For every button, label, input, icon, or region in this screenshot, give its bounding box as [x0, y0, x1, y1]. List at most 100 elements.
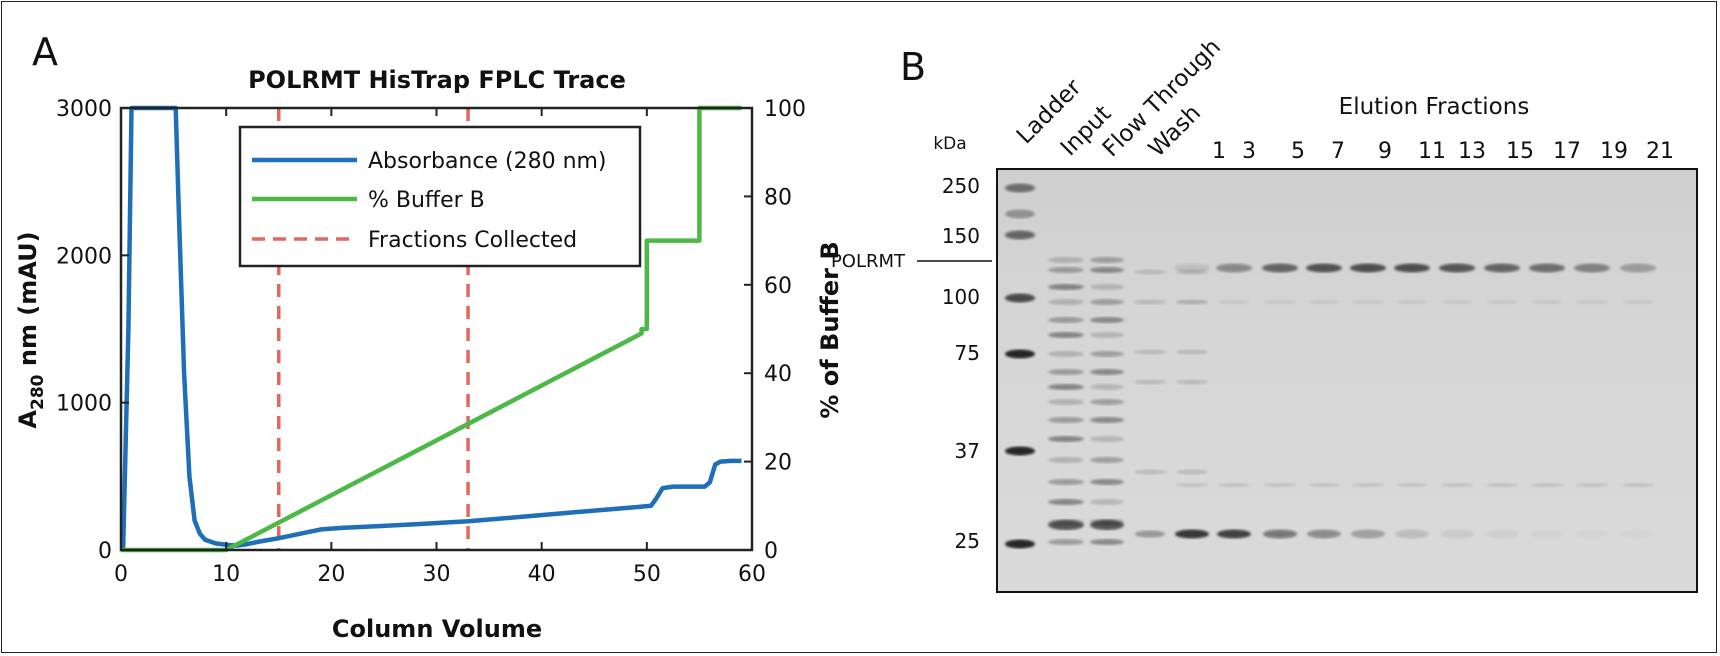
fraction-number-label: 17 — [1553, 139, 1581, 164]
minor-band — [1176, 483, 1208, 487]
input-lane-band — [1048, 457, 1084, 463]
y2-tick-label: 60 — [764, 274, 792, 299]
polrmt-elution-band — [1529, 263, 1565, 273]
legend-label-absorbance: Absorbance (280 nm) — [368, 149, 607, 174]
wash-lane-band — [1134, 269, 1166, 275]
minor-band — [1486, 483, 1518, 487]
marker-label-150: 150 — [942, 224, 980, 248]
wash-lane-band — [1135, 530, 1165, 538]
minor-band — [1576, 483, 1608, 487]
flowthrough-lane-band — [1090, 317, 1124, 323]
elution-fractions-header: Elution Fractions — [1339, 94, 1530, 120]
gel-image — [1005, 183, 1656, 549]
fraction-number-label: 5 — [1291, 139, 1305, 164]
low-mw-elution-band — [1395, 529, 1429, 539]
fraction-number-label: 15 — [1506, 139, 1534, 164]
y2-tick-label: 80 — [764, 185, 792, 210]
flowthrough-lane-band — [1090, 457, 1124, 463]
ladder-band — [1005, 539, 1035, 549]
y-tick-label: 3000 — [56, 97, 112, 122]
input-lane-band — [1048, 539, 1084, 545]
y-axis-label: A280 nm (mAU) — [14, 231, 48, 428]
minor-band — [1622, 300, 1654, 304]
flowthrough-lane-band — [1090, 384, 1124, 390]
low-mw-elution-band — [1175, 529, 1209, 539]
flowthrough-lane-band — [1090, 417, 1124, 423]
polrmt-elution-band — [1174, 263, 1210, 273]
flowthrough-lane-band — [1090, 399, 1124, 405]
minor-band — [1622, 483, 1654, 487]
fraction-number-label: 9 — [1378, 139, 1392, 164]
minor-band — [1396, 300, 1428, 304]
y2-tick-label: 20 — [764, 451, 792, 476]
chart-title: POLRMT HisTrap FPLC Trace — [248, 66, 626, 94]
minor-band — [1576, 300, 1608, 304]
flowthrough-lane-band — [1090, 332, 1124, 338]
y-tick-label: 2000 — [56, 244, 112, 269]
minor-band — [1531, 300, 1563, 304]
legend-box — [238, 125, 642, 268]
input-lane-band — [1048, 317, 1084, 323]
ladder-band — [1005, 293, 1035, 303]
ladder-band — [1005, 446, 1035, 456]
y2-tick-label: 100 — [764, 97, 806, 122]
polrmt-label: POLRMT — [831, 251, 906, 272]
minor-band — [1308, 300, 1340, 304]
marker-label-75: 75 — [955, 341, 980, 365]
flowthrough-lane-band — [1090, 539, 1124, 545]
x-tick-label: 30 — [423, 562, 451, 587]
polrmt-elution-band — [1350, 263, 1386, 273]
y2-tick-label: 40 — [764, 362, 792, 387]
polrmt-elution-band — [1216, 263, 1252, 273]
fraction-number-label: 11 — [1418, 139, 1446, 164]
buffer-b-series-line — [121, 105, 742, 553]
fraction-number-label: 13 — [1458, 139, 1486, 164]
fraction-number-label: 21 — [1646, 139, 1674, 164]
flowthrough-lane-band — [1090, 351, 1124, 357]
wash-lane-band — [1176, 349, 1208, 355]
minor-band — [1441, 300, 1473, 304]
input-lane-band — [1048, 479, 1084, 485]
low-mw-elution-band — [1217, 529, 1251, 539]
polrmt-elution-band — [1484, 263, 1520, 273]
minor-band — [1486, 300, 1518, 304]
minor-band — [1308, 483, 1340, 487]
x-tick-label: 20 — [317, 562, 345, 587]
marker-label-25: 25 — [955, 529, 980, 553]
input-lane-band — [1048, 284, 1084, 290]
minor-band — [1264, 483, 1296, 487]
fraction-number-label: 19 — [1600, 139, 1628, 164]
minor-band — [1531, 483, 1563, 487]
marker-label-100: 100 — [942, 285, 980, 309]
flowthrough-lane-band — [1090, 436, 1124, 442]
wash-lane-band — [1176, 469, 1208, 475]
minor-band — [1352, 483, 1384, 487]
minor-band — [1396, 483, 1428, 487]
y-tick-label: 1000 — [56, 392, 112, 417]
fraction-number-label: 7 — [1331, 139, 1345, 164]
polrmt-elution-band — [1620, 263, 1656, 273]
polrmt-elution-band — [1306, 263, 1342, 273]
x-axis-label: Column Volume — [332, 615, 542, 643]
input-lane-band — [1048, 499, 1084, 505]
wash-lane-band — [1176, 379, 1208, 385]
x-tick-label: 50 — [633, 562, 661, 587]
ladder-band — [1005, 209, 1035, 219]
flowthrough-lane-band — [1090, 257, 1124, 263]
absorbance-series-line — [120, 105, 742, 551]
marker-label-250: 250 — [942, 174, 980, 198]
low-mw-elution-band — [1307, 529, 1341, 539]
legend: Absorbance (280 nm) % Buffer B Fractions… — [238, 125, 642, 268]
low-mw-elution-band — [1485, 529, 1519, 539]
minor-band — [1218, 483, 1250, 487]
low-mw-elution-band — [1263, 529, 1297, 539]
wash-lane-band — [1134, 469, 1166, 475]
wash-lane-band — [1134, 299, 1166, 305]
flowthrough-lane-band — [1090, 299, 1124, 305]
x-tick-label: 40 — [528, 562, 556, 587]
flowthrough-lane-band — [1090, 499, 1124, 505]
input-lane-band — [1048, 384, 1084, 390]
ladder-band — [1005, 349, 1035, 359]
minor-band — [1352, 300, 1384, 304]
